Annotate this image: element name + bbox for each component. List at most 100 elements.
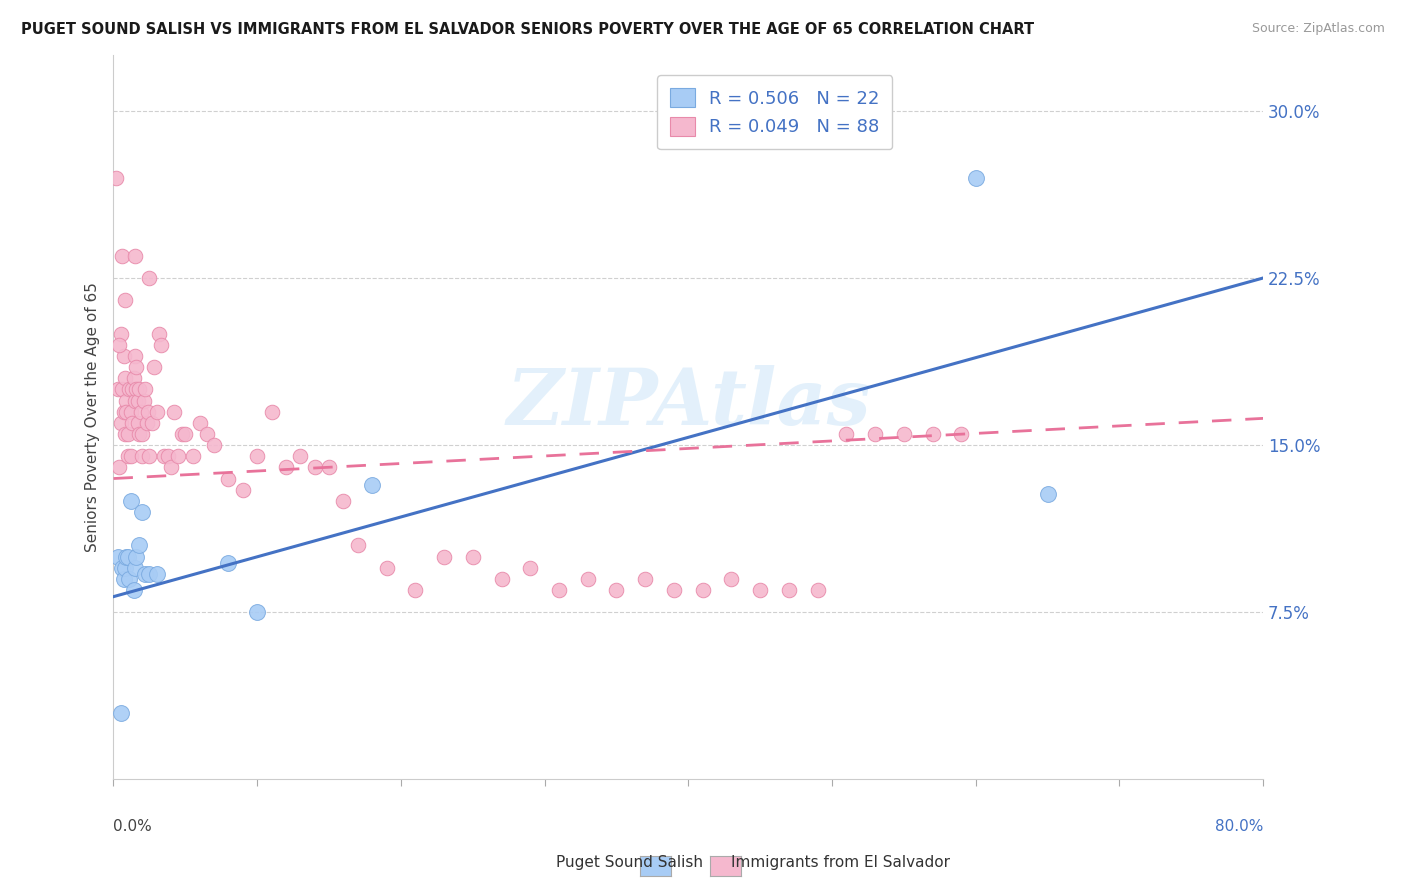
Point xyxy=(122,582,145,597)
Point xyxy=(110,416,132,430)
Point xyxy=(124,249,146,263)
Point xyxy=(114,560,136,574)
Point xyxy=(111,249,134,263)
Legend: R = 0.506   N = 22, R = 0.049   N = 88: R = 0.506 N = 22, R = 0.049 N = 88 xyxy=(657,75,893,149)
Point xyxy=(114,293,136,308)
Point xyxy=(114,371,136,385)
Point xyxy=(346,538,368,552)
Point xyxy=(125,383,148,397)
Point xyxy=(121,383,143,397)
Point xyxy=(111,560,134,574)
Point xyxy=(138,449,160,463)
Point xyxy=(141,416,163,430)
Point xyxy=(174,427,197,442)
Point xyxy=(863,427,886,442)
Point xyxy=(217,556,239,570)
Point xyxy=(361,478,384,492)
Point xyxy=(662,582,685,597)
Point xyxy=(131,505,153,519)
Point xyxy=(290,449,312,463)
Point xyxy=(128,538,150,552)
Point xyxy=(217,471,239,485)
Point xyxy=(118,572,141,586)
Point xyxy=(163,405,186,419)
Text: Source: ZipAtlas.com: Source: ZipAtlas.com xyxy=(1251,22,1385,36)
Point xyxy=(129,405,152,419)
Point xyxy=(921,427,943,442)
Point xyxy=(121,416,143,430)
Point xyxy=(120,493,142,508)
Point xyxy=(124,349,146,363)
Point xyxy=(519,560,541,574)
Point xyxy=(110,326,132,341)
Point xyxy=(692,582,714,597)
Point xyxy=(965,170,987,185)
Point xyxy=(107,549,129,564)
Point xyxy=(433,549,456,564)
Point xyxy=(131,449,153,463)
Point xyxy=(152,449,174,463)
Point xyxy=(112,405,135,419)
Point xyxy=(125,360,148,375)
Point xyxy=(135,416,157,430)
Point xyxy=(112,572,135,586)
Point xyxy=(157,449,180,463)
Point xyxy=(117,427,139,442)
Text: Puget Sound Salish: Puget Sound Salish xyxy=(555,855,703,870)
Point xyxy=(332,493,354,508)
Point xyxy=(181,449,204,463)
Point xyxy=(318,460,340,475)
Point xyxy=(461,549,484,564)
Point xyxy=(125,549,148,564)
Point xyxy=(491,572,513,586)
Point xyxy=(195,427,218,442)
Point xyxy=(138,567,160,582)
Point xyxy=(120,405,142,419)
Point xyxy=(160,460,183,475)
Point xyxy=(260,405,283,419)
Point xyxy=(115,393,138,408)
Point xyxy=(142,360,165,375)
Point xyxy=(108,460,131,475)
Point xyxy=(115,549,138,564)
Point xyxy=(188,416,211,430)
Point xyxy=(118,383,141,397)
Point xyxy=(605,582,627,597)
Point xyxy=(112,349,135,363)
Point xyxy=(232,483,254,497)
Point xyxy=(145,567,167,582)
Point xyxy=(115,405,138,419)
Text: 0.0%: 0.0% xyxy=(114,820,152,835)
Point xyxy=(246,449,269,463)
Point xyxy=(136,405,159,419)
Point xyxy=(950,427,973,442)
Point xyxy=(132,393,155,408)
Point xyxy=(124,393,146,408)
Text: Immigrants from El Salvador: Immigrants from El Salvador xyxy=(731,855,950,870)
Point xyxy=(124,560,146,574)
Point xyxy=(127,393,149,408)
Point xyxy=(893,427,915,442)
Point xyxy=(117,549,139,564)
Point xyxy=(134,383,156,397)
Point xyxy=(778,582,800,597)
Point xyxy=(807,582,830,597)
Point xyxy=(120,449,142,463)
Text: 80.0%: 80.0% xyxy=(1215,820,1263,835)
Point xyxy=(108,338,131,352)
Point xyxy=(835,427,858,442)
Point xyxy=(145,405,167,419)
Point xyxy=(114,427,136,442)
Text: ZIPAtlas: ZIPAtlas xyxy=(506,365,870,441)
Point xyxy=(127,416,149,430)
Point xyxy=(274,460,297,475)
Point xyxy=(720,572,742,586)
Y-axis label: Seniors Poverty Over the Age of 65: Seniors Poverty Over the Age of 65 xyxy=(86,282,100,552)
Point xyxy=(128,427,150,442)
Point xyxy=(131,427,153,442)
Point xyxy=(148,326,170,341)
Point xyxy=(117,449,139,463)
Point xyxy=(246,605,269,619)
Point xyxy=(138,271,160,285)
Point xyxy=(149,338,172,352)
